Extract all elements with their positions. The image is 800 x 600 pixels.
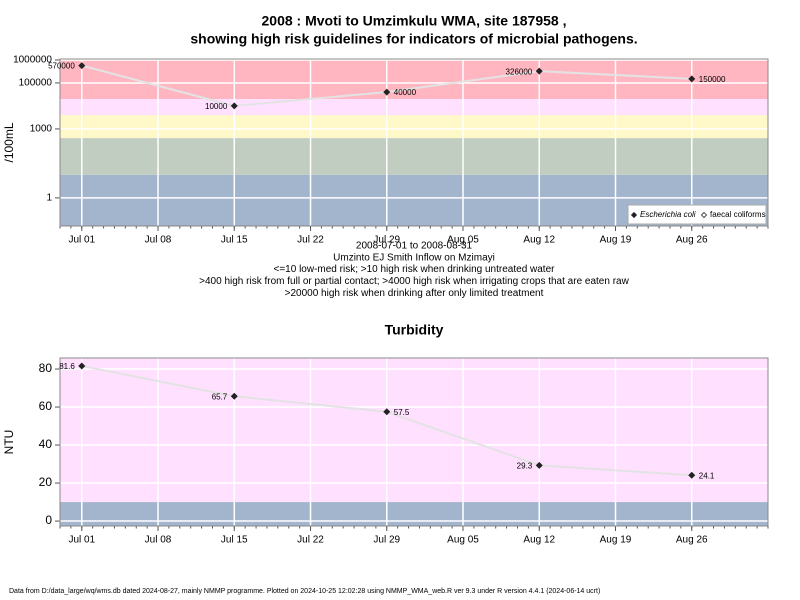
point (688, 75, 696, 83)
data-label: 81.6 (59, 362, 75, 371)
x-tick-label: Jul 08 (145, 535, 172, 546)
x-tick-label: Aug 12 (523, 535, 555, 546)
point (688, 471, 696, 479)
x-tick-label: Aug 05 (447, 235, 479, 246)
point (78, 362, 86, 370)
x-tick-label: Jul 08 (145, 235, 172, 246)
chart-title: Turbidity (385, 322, 444, 338)
x-tick-label: Jul 29 (373, 535, 400, 546)
plot-border (59, 58, 769, 227)
y-tick-label: 1000 (30, 124, 53, 135)
legend-marker (700, 211, 708, 219)
point (383, 88, 391, 96)
x-tick-label: Aug 19 (600, 535, 632, 546)
data-label: 24.1 (699, 471, 715, 480)
note: Umzinto EJ Smith Inflow on Mzimayi (333, 252, 495, 263)
x-tick-label: Aug 12 (523, 235, 555, 246)
x-tick-label: Aug 05 (447, 535, 479, 546)
point (78, 62, 86, 70)
x-tick-label: Jul 22 (297, 235, 324, 246)
y-tick-label: 100000 (19, 78, 53, 89)
y-tick-label: 1000000 (13, 55, 52, 66)
legend-box (627, 204, 767, 225)
x-tick-label: Aug 26 (676, 235, 708, 246)
data-label: 326000 (506, 67, 533, 76)
x-tick-label: Jul 29 (373, 235, 400, 246)
chart-title: showing high risk guidelines for indicat… (190, 31, 637, 47)
x-tick-label: Aug 19 (600, 235, 632, 246)
x-tick-label: Jul 01 (68, 235, 95, 246)
y-tick-label: 60 (39, 399, 53, 413)
plot-border (59, 357, 769, 527)
y-axis-label: /100mL (2, 122, 16, 162)
data-label: 65.7 (212, 392, 228, 401)
x-tick-label: Jul 15 (221, 235, 248, 246)
data-label: 57.5 (394, 408, 410, 417)
point (535, 67, 543, 75)
y-tick-label: 0 (45, 513, 52, 527)
chart-title: 2008 : Mvoti to Umzimkulu WMA, site 1879… (262, 13, 567, 29)
y-tick-label: 80 (39, 361, 53, 375)
data-label: 150000 (699, 75, 726, 84)
risk-band (60, 99, 768, 116)
x-tick-label: Aug 26 (676, 535, 708, 546)
note: >400 high risk from full or partial cont… (199, 276, 629, 287)
y-tick-label: 40 (39, 437, 53, 451)
y-tick-label: 20 (39, 475, 53, 489)
note: 2008-07-01 to 2008-08-31 (356, 241, 473, 252)
x-tick-label: Jul 15 (221, 535, 248, 546)
risk-band (60, 59, 768, 100)
y-tick-label: 1 (46, 193, 52, 204)
data-label: 40000 (394, 88, 417, 97)
risk-band (60, 358, 768, 503)
data-label: 570000 (48, 62, 75, 71)
y-axis-label: NTU (2, 430, 16, 455)
legend-label: faecal coliforms (710, 210, 766, 219)
footer: Data from D:/data_large/wq/wms.db dated … (9, 588, 600, 595)
risk-band (60, 138, 768, 175)
legend-label: Escherichia coli (640, 210, 696, 219)
x-tick-label: Jul 22 (297, 535, 324, 546)
point (230, 102, 238, 110)
point (383, 408, 391, 416)
note: <=10 low-med risk; >10 high risk when dr… (274, 264, 556, 275)
risk-band (60, 502, 768, 526)
x-tick-label: Jul 01 (68, 535, 95, 546)
data-label: 10000 (205, 102, 228, 111)
legend-marker (630, 211, 638, 219)
point (535, 461, 543, 469)
risk-band (60, 115, 768, 139)
point (230, 392, 238, 400)
data-label: 29.3 (517, 461, 533, 470)
note: >20000 high risk when drinking after onl… (285, 288, 544, 299)
